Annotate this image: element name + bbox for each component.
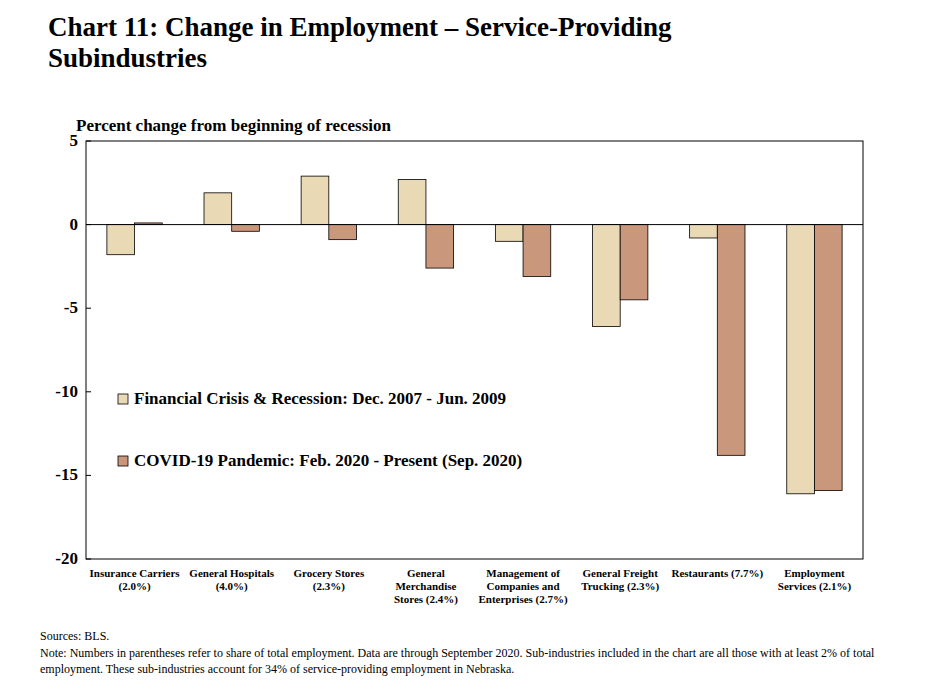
y-tick <box>86 141 91 142</box>
bar <box>204 193 232 225</box>
y-tick <box>86 559 91 560</box>
y-tick-label: -20 <box>38 549 78 569</box>
legend-label: Financial Crisis & Recession: Dec. 2007 … <box>134 389 506 409</box>
y-tick <box>86 391 91 392</box>
bar <box>426 225 454 268</box>
x-tick-label: Insurance Carriers (2.0%) <box>89 567 181 593</box>
y-tick-label: -10 <box>38 382 78 402</box>
bar <box>232 225 260 232</box>
x-tick-label: Restaurants (7.7%) <box>671 567 763 580</box>
bar <box>620 225 648 300</box>
y-tick-label: 0 <box>38 215 78 235</box>
chart-root: Chart 11: Change in Employment – Service… <box>0 0 925 693</box>
legend-swatch <box>118 456 128 466</box>
bar <box>495 225 523 242</box>
zero-line <box>86 224 863 225</box>
legend-label: COVID-19 Pandemic: Feb. 2020 - Present (… <box>134 451 522 471</box>
bar <box>523 225 551 277</box>
x-tick-label: General Freight Trucking (2.3%) <box>574 567 666 593</box>
x-tick-label: Grocery Stores (2.3%) <box>283 567 375 593</box>
title: Chart 11: Change in Employment – Service… <box>48 12 818 74</box>
bar <box>301 176 329 224</box>
bar <box>690 225 718 238</box>
plot-frame <box>86 141 863 559</box>
x-tick-label: General Hospitals (4.0%) <box>186 567 278 593</box>
bar <box>398 179 426 224</box>
source: Sources: BLS. <box>40 628 900 644</box>
bar <box>717 225 745 456</box>
bars <box>107 176 842 494</box>
y-tick <box>86 308 91 309</box>
y-tick-label: 5 <box>38 131 78 151</box>
y-axis-label: Percent change from beginning of recessi… <box>76 116 391 136</box>
bar <box>787 225 815 494</box>
bar <box>107 225 135 255</box>
bar <box>329 225 357 240</box>
x-tick-label: General Merchandise Stores (2.4%) <box>380 567 472 607</box>
y-tick-label: -5 <box>38 298 78 318</box>
y-tick-label: -15 <box>38 465 78 485</box>
x-tick-label: Management of Companies and Enterprises … <box>477 567 569 607</box>
legend-swatch <box>118 394 128 404</box>
note: Note: Numbers in parentheses refer to sh… <box>40 645 890 677</box>
bar <box>814 225 842 491</box>
y-tick <box>86 475 91 476</box>
x-tick-label: Employment Services (2.1%) <box>768 567 860 593</box>
bar <box>593 225 621 327</box>
